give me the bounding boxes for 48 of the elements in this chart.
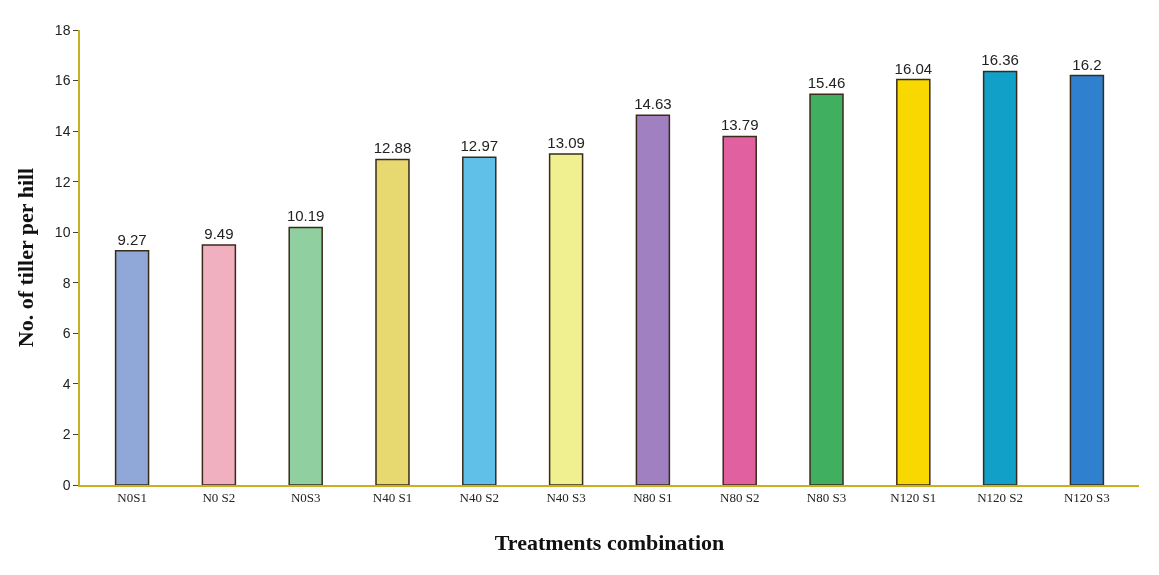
y-tick-label: 0 <box>62 476 71 493</box>
y-tick-label: 4 <box>62 375 71 392</box>
x-tick-label: N0S1 <box>117 490 147 506</box>
data-label: 12.97 <box>460 137 499 155</box>
bar <box>982 70 1018 485</box>
x-tick-label: N120 S1 <box>890 490 937 506</box>
data-label: 13.09 <box>547 134 585 152</box>
bar <box>462 156 497 485</box>
y-tick-label: 6 <box>62 325 71 342</box>
y-tick-label: 18 <box>54 21 71 38</box>
x-tick-label: N120 S3 <box>1063 490 1110 506</box>
data-label: 16.04 <box>894 59 933 77</box>
data-label: 9.27 <box>117 230 147 248</box>
bar <box>375 158 410 485</box>
bar <box>201 244 237 485</box>
data-label: 9.49 <box>204 225 234 243</box>
x-tick-label: N80 S1 <box>633 490 673 506</box>
x-tick-label: N0 S2 <box>202 490 236 506</box>
y-tick-label: 16 <box>54 72 71 89</box>
data-label: 15.46 <box>807 74 846 92</box>
x-tick-label: N80 S3 <box>806 490 847 506</box>
y-tick-label: 2 <box>62 426 71 443</box>
data-label: 14.63 <box>634 95 672 113</box>
bar <box>896 78 931 485</box>
bar <box>114 249 150 485</box>
y-axis-title: No. of tiller per hill <box>13 167 39 348</box>
data-label: 16.36 <box>981 51 1019 69</box>
bar <box>1069 74 1105 485</box>
y-tick-label: 8 <box>62 274 71 291</box>
y-tick-label: 10 <box>54 224 71 241</box>
bar <box>635 114 671 485</box>
bar <box>722 135 757 485</box>
bar <box>548 153 584 485</box>
x-tick-label: N40 S3 <box>546 490 586 506</box>
x-tick-label: N120 S2 <box>977 490 1024 506</box>
y-tick-label: 12 <box>54 173 71 190</box>
data-label: 12.88 <box>373 139 412 157</box>
data-label: 16.2 <box>1072 55 1102 73</box>
x-tick-label: N80 S2 <box>720 490 760 506</box>
x-tick-label: N40 S2 <box>459 490 499 506</box>
bar <box>809 93 844 485</box>
x-tick-label: N0S3 <box>290 490 321 506</box>
data-label: 13.79 <box>720 116 759 134</box>
x-axis-title: Treatments combination <box>494 529 725 555</box>
data-label: 10.19 <box>286 207 325 225</box>
x-tick-label: N40 S1 <box>372 490 413 506</box>
y-tick-label: 14 <box>54 123 71 140</box>
bar <box>288 226 323 485</box>
